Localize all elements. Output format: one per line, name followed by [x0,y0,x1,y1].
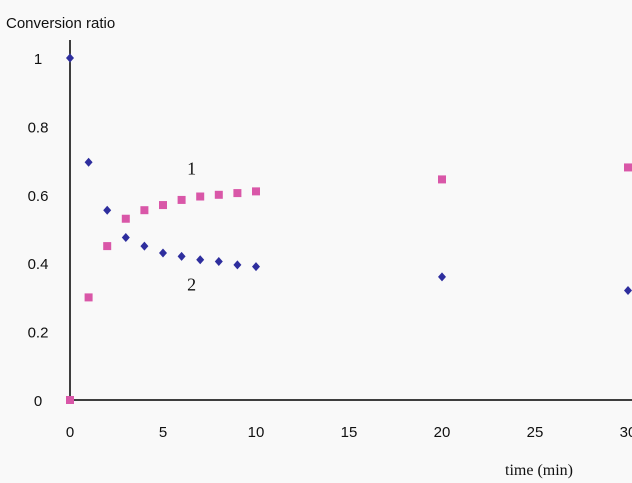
series-1-point [438,175,446,184]
series-1-point [103,242,112,251]
x-ticks: 0 5 10 15 20 25 30 [66,424,632,441]
series-2-point [121,233,130,243]
x-axis-label: time (min) [505,462,573,479]
series-2-point [159,248,167,258]
series-2-point [214,256,223,266]
y-tick-label: 0.6 [28,188,49,205]
x-tick-label: 10 [248,424,265,441]
series-1-point [233,189,242,198]
series-2-point [196,255,205,265]
series-1-point [214,190,223,199]
y-tick-label: 0 [34,393,42,410]
y-ticks: 0 0.2 0.4 0.6 0.8 1 [28,51,49,410]
series-1-point [177,195,186,204]
series-1-point [159,201,167,210]
series-1-point [140,206,149,215]
series-2-label: 2 [187,275,196,295]
series-2-point [66,53,74,63]
y-tick-label: 1 [34,51,42,68]
series-2-point [84,157,93,167]
series-2-point [624,286,632,296]
series-1-point [84,293,93,302]
series-1-point [252,187,260,196]
series-1-point [66,396,74,404]
series-1-point [121,214,130,223]
y-tick-label: 0.4 [28,256,49,273]
series-1-point [196,192,205,201]
series-2-point [252,262,260,272]
x-tick-label: 20 [434,424,451,441]
x-tick-label: 15 [341,424,358,441]
x-tick-label: 5 [159,424,167,441]
series-2-point [140,241,149,251]
data-marks [66,53,632,404]
y-tick-label: 0.8 [28,119,49,136]
x-tick-label: 25 [527,424,544,441]
series-2-point [177,251,186,261]
series-2-point [438,272,446,282]
x-tick-label: 30 [620,424,632,441]
y-axis-label: Conversion ratio [6,15,115,32]
x-tick-label: 0 [66,424,74,441]
series-1-point [624,163,632,172]
series-2-point [233,260,242,270]
series-1-label: 1 [187,158,196,178]
y-tick-label: 0.2 [28,325,49,342]
series-2-point [103,205,112,215]
